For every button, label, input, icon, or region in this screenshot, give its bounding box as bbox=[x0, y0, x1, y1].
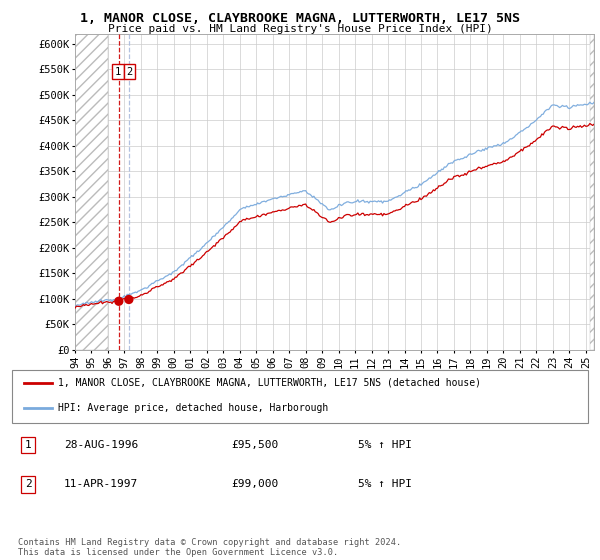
Text: 2: 2 bbox=[127, 67, 133, 77]
Text: 11-APR-1997: 11-APR-1997 bbox=[64, 479, 138, 489]
Point bbox=[124, 295, 134, 304]
Text: Contains HM Land Registry data © Crown copyright and database right 2024.
This d: Contains HM Land Registry data © Crown c… bbox=[18, 538, 401, 557]
Text: £95,500: £95,500 bbox=[231, 440, 278, 450]
Bar bbox=[590, 34, 594, 350]
Bar bbox=[75, 34, 108, 350]
Text: 1, MANOR CLOSE, CLAYBROOKE MAGNA, LUTTERWORTH, LE17 5NS: 1, MANOR CLOSE, CLAYBROOKE MAGNA, LUTTER… bbox=[80, 12, 520, 25]
Text: 5% ↑ HPI: 5% ↑ HPI bbox=[358, 479, 412, 489]
Text: 1: 1 bbox=[25, 440, 32, 450]
Text: 5% ↑ HPI: 5% ↑ HPI bbox=[358, 440, 412, 450]
Text: £99,000: £99,000 bbox=[231, 479, 278, 489]
Text: 2: 2 bbox=[25, 479, 32, 489]
Point bbox=[114, 297, 124, 306]
FancyBboxPatch shape bbox=[12, 370, 588, 423]
Text: 1: 1 bbox=[115, 67, 121, 77]
Text: 1, MANOR CLOSE, CLAYBROOKE MAGNA, LUTTERWORTH, LE17 5NS (detached house): 1, MANOR CLOSE, CLAYBROOKE MAGNA, LUTTER… bbox=[58, 378, 481, 388]
Text: Price paid vs. HM Land Registry's House Price Index (HPI): Price paid vs. HM Land Registry's House … bbox=[107, 24, 493, 34]
Text: HPI: Average price, detached house, Harborough: HPI: Average price, detached house, Harb… bbox=[58, 403, 328, 413]
Text: 28-AUG-1996: 28-AUG-1996 bbox=[64, 440, 138, 450]
